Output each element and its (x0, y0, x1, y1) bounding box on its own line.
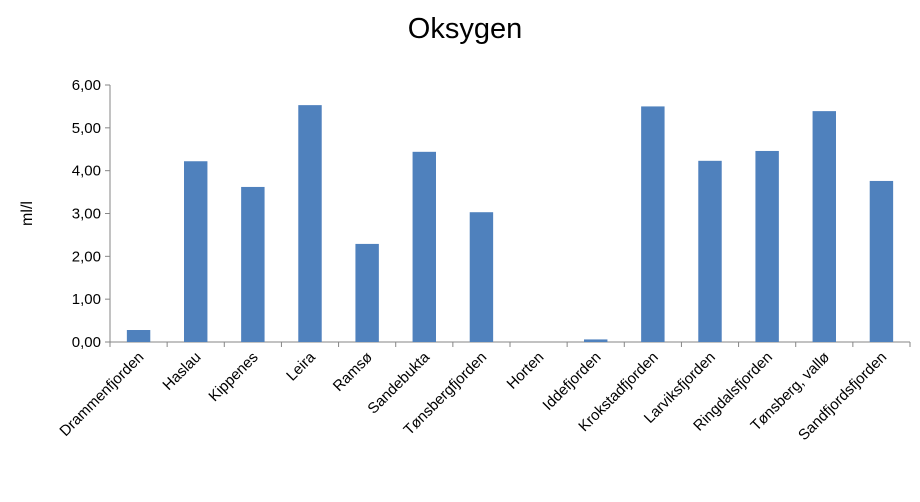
bar (641, 106, 665, 343)
bar (355, 243, 379, 342)
bar (469, 212, 494, 342)
bar (755, 150, 779, 342)
bar (412, 151, 436, 342)
bar (698, 160, 722, 342)
x-tick-label: Horten (504, 349, 548, 393)
x-tick-label: Drammenfjorden (56, 349, 147, 440)
bar (241, 186, 265, 342)
bar (184, 161, 208, 342)
y-tick-label: 3,00 (72, 206, 101, 223)
y-tick-label: 1,00 (72, 291, 101, 308)
x-axis: Drammenfjorden Haslau Kippenes Leira RamsøSa… (56, 341, 911, 444)
bar (584, 339, 608, 342)
y-tick-label: 2,00 (72, 248, 101, 265)
bar (869, 180, 894, 342)
chart-title: Oksygen (408, 13, 522, 45)
bar (812, 111, 836, 343)
x-tick-label: Ramsø (330, 349, 376, 395)
y-axis-title: ml/l (19, 201, 36, 226)
y-tick-label: 5,00 (72, 120, 101, 137)
y-tick-label: 0,00 (72, 334, 101, 351)
y-axis: 0,00 1,00 2,00 3,00 4,00 5,00 6,00 (72, 77, 111, 351)
y-tick-label: 6,00 (72, 77, 101, 94)
x-tick-label: Leira (283, 348, 319, 384)
y-tick-label: 4,00 (72, 163, 101, 180)
bars (126, 105, 894, 343)
bar (298, 105, 322, 342)
x-tick-label: Kippenes (205, 349, 261, 405)
bar (126, 330, 151, 342)
x-tick-label: Haslau (159, 349, 204, 394)
